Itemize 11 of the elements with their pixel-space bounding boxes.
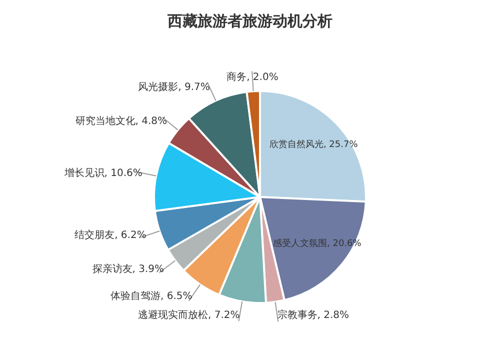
slice-label: 商务, 2.0%: [226, 70, 278, 84]
chart-title: 西藏旅游者旅游动机分析: [166, 12, 334, 31]
slice-label: 欣赏自然风光, 25.7%: [269, 139, 358, 152]
slice-label: 研究当地文化, 4.8%: [75, 114, 168, 128]
slice-label: 结交朋友, 6.2%: [74, 229, 146, 242]
slice-label: 探亲访友, 3.9%: [92, 262, 164, 276]
slice-label: 宗教事务, 2.8%: [277, 309, 350, 322]
slice-label: 逃避现实而放松, 7.2%: [138, 308, 240, 322]
slice-label: 风光摄影, 9.7%: [138, 81, 210, 94]
slice-label: 体验自驾游, 6.5%: [110, 290, 192, 303]
slice-label: 增长见识, 10.6%: [64, 166, 142, 180]
